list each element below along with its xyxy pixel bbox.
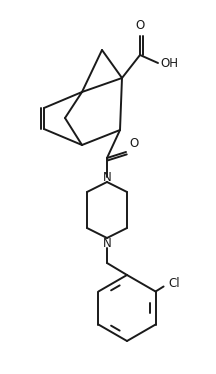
Text: O: O xyxy=(135,19,145,32)
Text: Cl: Cl xyxy=(168,277,180,290)
Text: N: N xyxy=(103,236,111,249)
Text: N: N xyxy=(103,171,111,184)
Text: O: O xyxy=(129,137,138,150)
Text: OH: OH xyxy=(160,56,178,70)
